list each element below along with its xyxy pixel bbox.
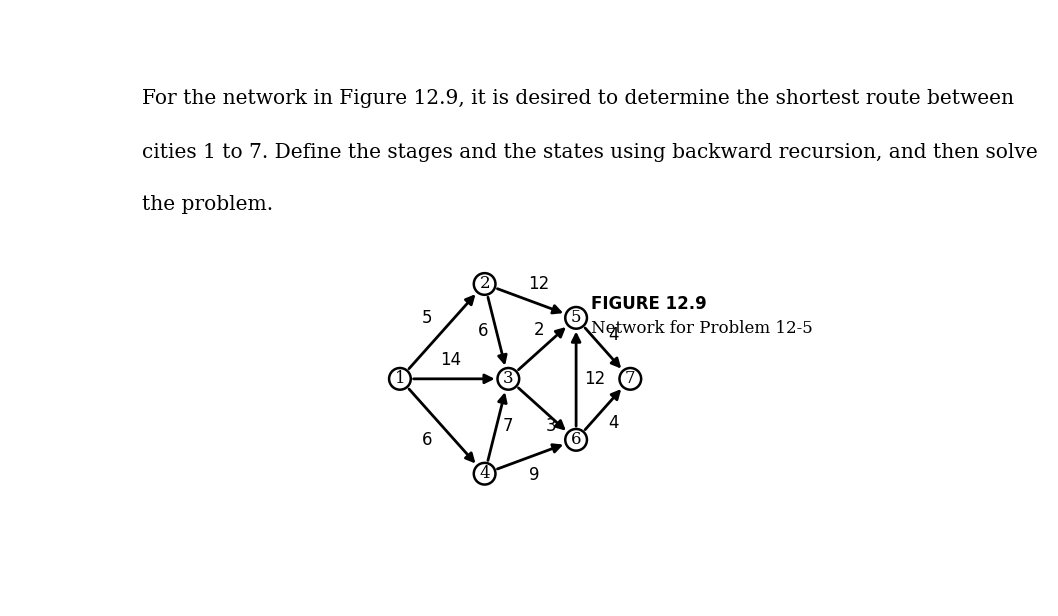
Text: 1: 1 [395, 370, 405, 387]
Text: the problem.: the problem. [142, 195, 273, 214]
Text: 7: 7 [625, 370, 636, 387]
Text: cities 1 to 7. Define the stages and the states using backward recursion, and th: cities 1 to 7. Define the stages and the… [142, 143, 1038, 162]
Text: 4: 4 [608, 414, 619, 432]
Text: 3: 3 [503, 370, 513, 387]
Text: 7: 7 [504, 417, 513, 436]
Text: 4: 4 [608, 326, 619, 344]
Circle shape [565, 307, 587, 329]
Text: 12: 12 [528, 275, 549, 293]
Circle shape [620, 368, 641, 390]
Text: 3: 3 [545, 417, 557, 436]
Text: 6: 6 [422, 431, 433, 449]
Text: 4: 4 [479, 465, 490, 482]
Text: 2: 2 [533, 321, 544, 339]
Circle shape [389, 368, 411, 390]
Text: 12: 12 [584, 370, 605, 388]
Text: 6: 6 [571, 431, 581, 448]
Text: 14: 14 [440, 351, 461, 369]
Circle shape [497, 368, 519, 390]
Text: 6: 6 [478, 322, 489, 341]
Text: For the network in Figure 12.9, it is desired to determine the shortest route be: For the network in Figure 12.9, it is de… [142, 89, 1014, 108]
Text: 2: 2 [479, 275, 490, 293]
Circle shape [565, 429, 587, 451]
Text: 9: 9 [529, 466, 539, 484]
Text: 5: 5 [571, 309, 581, 326]
Text: 5: 5 [422, 309, 433, 327]
Text: Network for Problem 12-5: Network for Problem 12-5 [591, 320, 814, 336]
Text: FIGURE 12.9: FIGURE 12.9 [591, 295, 707, 314]
Circle shape [474, 463, 495, 485]
Circle shape [474, 273, 495, 295]
